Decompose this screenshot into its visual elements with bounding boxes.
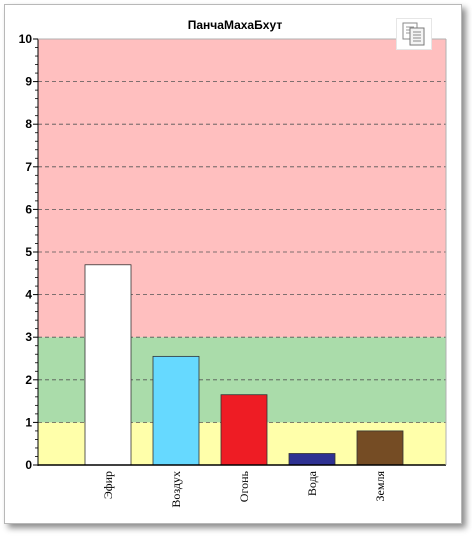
y-tick-label: 9 bbox=[25, 75, 32, 89]
copy-icon bbox=[402, 22, 425, 46]
axes bbox=[33, 38, 447, 466]
y-tick-label: 10 bbox=[19, 32, 33, 46]
bar-2 bbox=[220, 394, 268, 466]
y-tick-label: 6 bbox=[25, 202, 32, 216]
bar-0 bbox=[84, 264, 132, 466]
y-tick-label: 1 bbox=[25, 415, 32, 429]
bar-3 bbox=[288, 453, 336, 466]
y-tick-label: 3 bbox=[25, 330, 32, 344]
chart-title: ПанчаМахаБхут bbox=[188, 18, 283, 32]
y-tick-label: 5 bbox=[25, 245, 32, 259]
x-tick-label: Вода bbox=[305, 470, 319, 496]
x-tick-label: Воздух bbox=[169, 471, 183, 508]
bar-1 bbox=[152, 355, 200, 466]
x-tick-label: Земля bbox=[373, 471, 387, 502]
copy-button[interactable] bbox=[396, 18, 432, 50]
tick-labels: 0 1 2 3 4 5 6 7 8 9 10 Эфир Воздух Огонь Вода Земля bbox=[19, 32, 387, 508]
x-tick-label: Эфир bbox=[101, 471, 115, 499]
y-tick-label: 7 bbox=[25, 160, 32, 174]
bars bbox=[84, 264, 404, 466]
y-tick-label: 8 bbox=[25, 117, 32, 131]
bar-4 bbox=[356, 430, 404, 466]
y-tick-label: 4 bbox=[25, 288, 32, 302]
y-tick-label: 2 bbox=[25, 373, 32, 387]
y-tick-label: 0 bbox=[25, 458, 32, 472]
x-tick-label: Огонь bbox=[237, 470, 251, 502]
